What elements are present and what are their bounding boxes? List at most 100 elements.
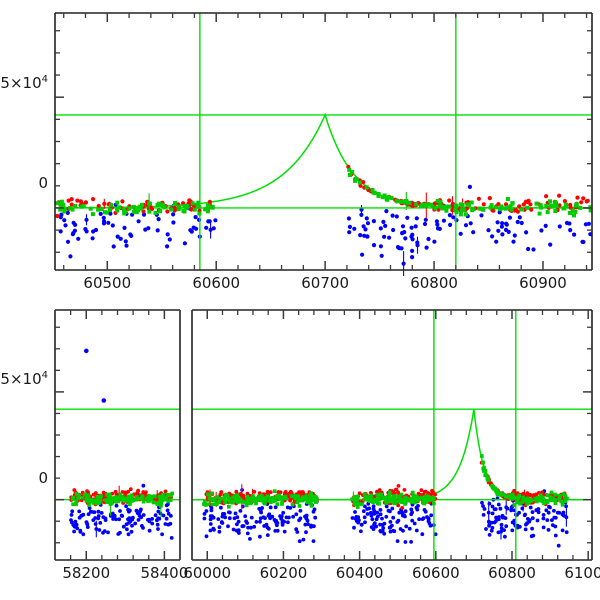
data-point [378, 529, 383, 533]
data-point [410, 518, 415, 523]
data-point [171, 212, 176, 217]
data-point [409, 507, 414, 512]
data-point [217, 525, 222, 530]
data-point [499, 526, 504, 531]
data-point [124, 504, 128, 509]
data-point [101, 221, 107, 226]
data-point [527, 493, 532, 498]
data-point [121, 524, 126, 529]
data-point [422, 497, 426, 502]
data-point [394, 199, 399, 203]
data-point [539, 205, 544, 210]
top-panel-ytick-label-0: 0 [38, 174, 48, 192]
data-point [347, 167, 352, 172]
data-point [433, 206, 438, 211]
data-point [387, 490, 392, 495]
data-point [363, 227, 368, 232]
data-point [407, 526, 412, 531]
data-point [265, 533, 270, 537]
data-point [435, 199, 440, 203]
bottom-panel-canvas [54, 309, 593, 561]
data-point [402, 513, 406, 518]
data-point [127, 501, 132, 506]
data-point [298, 497, 303, 501]
data-point [405, 215, 410, 220]
data-point [223, 500, 227, 505]
data-point [148, 201, 153, 206]
data-point [388, 525, 393, 530]
data-point [486, 478, 491, 483]
data-point [90, 212, 95, 217]
data-point [371, 504, 376, 509]
data-point [363, 520, 367, 525]
data-point [265, 494, 270, 499]
data-point [371, 507, 376, 512]
data-point-outlier [101, 398, 107, 403]
data-point [447, 198, 452, 203]
data-point [378, 226, 383, 231]
data-point [430, 204, 435, 209]
data-point [99, 207, 104, 211]
data-point [549, 498, 554, 503]
data-point [353, 510, 357, 514]
data-point [534, 201, 539, 206]
data-point [118, 492, 123, 497]
data-point [202, 502, 206, 506]
data-point [524, 492, 529, 497]
data-point [365, 495, 370, 499]
data-point [249, 496, 253, 501]
data-point [561, 492, 566, 496]
data-point [65, 239, 71, 244]
data-point [236, 500, 240, 504]
data-point [291, 514, 295, 519]
data-point [87, 506, 92, 510]
data-point [204, 503, 208, 507]
data-point [273, 498, 278, 503]
data-point [313, 515, 318, 520]
data-point [196, 200, 201, 205]
data-point [108, 208, 112, 213]
data-point [512, 208, 517, 213]
data-point [166, 502, 170, 507]
data-point [371, 219, 376, 224]
data-point [426, 494, 431, 499]
data-point [116, 499, 121, 503]
data-point [165, 232, 170, 237]
data-point [304, 497, 309, 501]
data-point [298, 508, 303, 513]
data-point [539, 228, 544, 233]
data-point [386, 499, 390, 504]
data-point [270, 496, 275, 500]
data-point [486, 475, 490, 480]
data-point [58, 207, 63, 212]
data-point [129, 493, 134, 498]
data-point [85, 525, 90, 529]
data-point [233, 496, 238, 501]
data-point [245, 497, 249, 501]
data-point [346, 216, 351, 221]
data-point [128, 487, 133, 492]
data-point [471, 207, 476, 212]
data-point [350, 170, 355, 174]
data-point [126, 509, 131, 514]
data-point [308, 494, 312, 499]
data-point [74, 499, 79, 504]
x-tick-label: 60900 [519, 274, 567, 292]
x-tick-label: 60600 [411, 564, 460, 582]
data-point [62, 207, 67, 212]
data-point [414, 216, 419, 221]
data-point [98, 211, 103, 216]
data-point [123, 239, 128, 244]
data-point [222, 512, 227, 516]
data-point [460, 203, 465, 208]
data-point [404, 524, 409, 529]
data-point [548, 495, 553, 500]
data-point [146, 493, 151, 498]
data-point [435, 222, 440, 227]
data-point [558, 494, 562, 498]
data-point [421, 516, 426, 521]
data-point [538, 493, 543, 498]
data-point [137, 510, 142, 515]
data-point [365, 234, 370, 239]
data-point [125, 527, 129, 532]
